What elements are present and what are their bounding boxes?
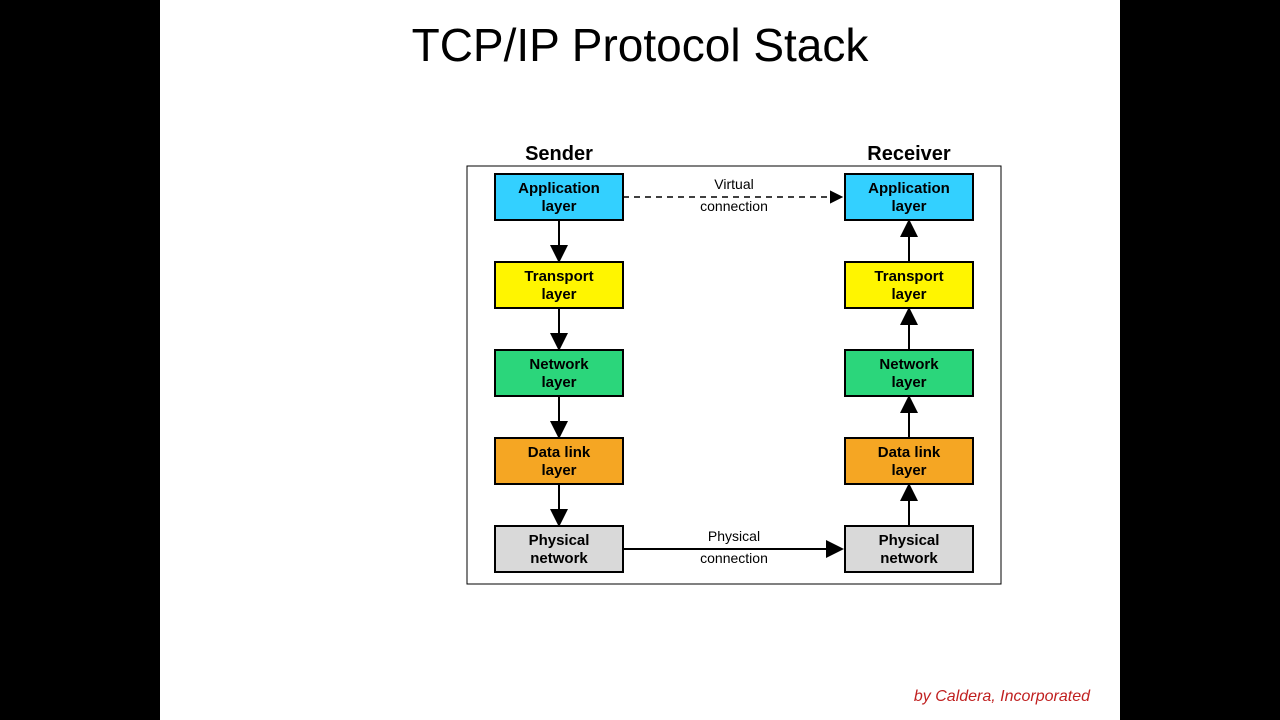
receiver-transport-label-2: layer [891, 286, 926, 303]
protocol-stack-diagram: SenderReceiverApplicationlayerApplicatio… [250, 110, 1030, 670]
sender-transport-label-1: Transport [524, 268, 593, 285]
receiver-network-label-1: Network [879, 356, 939, 373]
physical-connection-label-2: connection [700, 550, 768, 566]
sender-app-label-1: Application [518, 180, 600, 197]
sender-datalink-label-1: Data link [528, 444, 591, 461]
receiver-app-label-2: layer [891, 198, 926, 215]
receiver-datalink-label-2: layer [891, 462, 926, 479]
column-header-receiver: Receiver [867, 143, 951, 165]
pillarbox-left [0, 0, 160, 720]
sender-network-label-2: layer [541, 374, 576, 391]
sender-network-label-1: Network [529, 356, 589, 373]
sender-transport-label-2: layer [541, 286, 576, 303]
column-header-sender: Sender [525, 143, 593, 165]
receiver-app-label-1: Application [868, 180, 950, 197]
receiver-physical-label-1: Physical [879, 532, 940, 549]
sender-datalink-label-2: layer [541, 462, 576, 479]
sender-app-label-2: layer [541, 198, 576, 215]
slide-title: TCP/IP Protocol Stack [160, 18, 1120, 72]
sender-physical-label-2: network [530, 550, 588, 567]
virtual-connection-label-1: Virtual [714, 176, 753, 192]
receiver-physical-label-2: network [880, 550, 938, 567]
pillarbox-right [1120, 0, 1280, 720]
virtual-connection-label-2: connection [700, 198, 768, 214]
receiver-datalink-label-1: Data link [878, 444, 941, 461]
receiver-transport-label-1: Transport [874, 268, 943, 285]
slide-stage: TCP/IP Protocol Stack Sender Receiver Appl… [160, 0, 1120, 720]
receiver-network-label-2: layer [891, 374, 926, 391]
physical-connection-label-1: Physical [708, 528, 760, 544]
sender-physical-label-1: Physical [529, 532, 590, 549]
attribution: by Caldera, Incorporated [914, 688, 1090, 706]
